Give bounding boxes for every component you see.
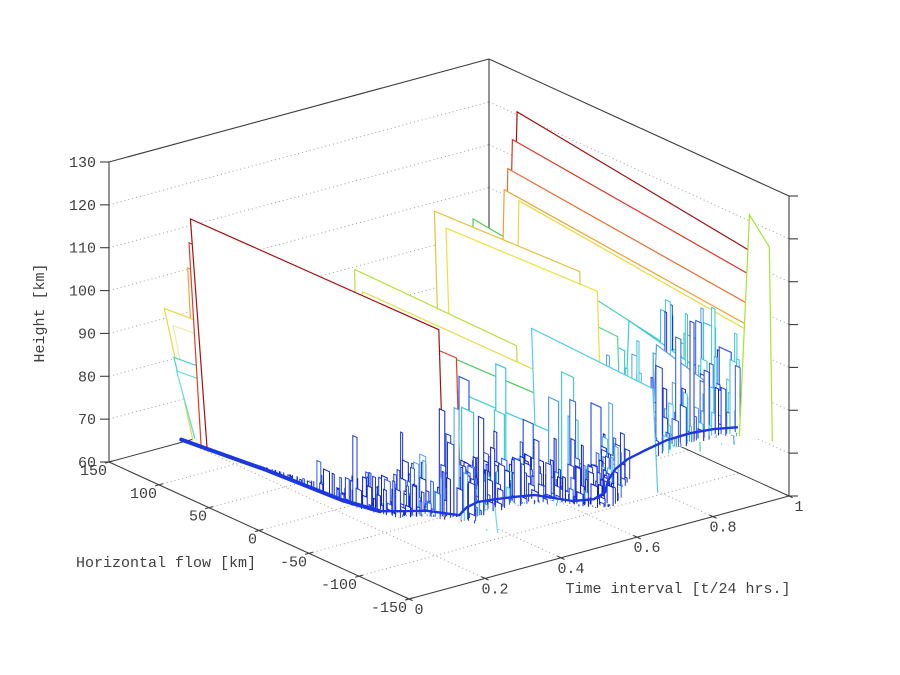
time-axis-line [408, 495, 790, 600]
flow-tick [254, 528, 264, 533]
noise-spike [545, 461, 552, 501]
time-tick [709, 514, 717, 519]
z-tick-label: 130 [69, 155, 96, 172]
time-tick-label: 0 [414, 602, 423, 619]
z-gridline-leftwall [108, 144, 490, 249]
noise-spike [655, 364, 663, 454]
noise-spike [446, 476, 451, 518]
series-spike-R6 [738, 212, 773, 442]
noise-spike [674, 437, 677, 448]
z-tick-label: 120 [69, 198, 96, 215]
noise-spike [675, 336, 682, 446]
noise-spike [383, 488, 387, 516]
flow-tick [104, 460, 114, 464]
z-tick-label: 100 [69, 284, 96, 301]
noise-spike [720, 386, 727, 436]
noise-spike [590, 483, 598, 508]
noise-spike [373, 497, 376, 509]
noise-spike [542, 497, 548, 504]
flow-tick-label: 50 [189, 509, 207, 526]
noise-spike [302, 477, 305, 484]
flow-tick-label: 100 [130, 486, 157, 503]
noise-spike [468, 512, 477, 521]
baseline-ridge-bold [179, 437, 382, 514]
noise-spike [679, 404, 687, 446]
flow-tick [304, 551, 314, 555]
noise-spike [606, 484, 614, 506]
time-tick [633, 535, 641, 540]
noise-spike [485, 469, 488, 509]
time-tick-label: 0.4 [557, 561, 584, 578]
flow-axis-label: Horizontal flow [km] [76, 555, 256, 572]
z-axis-label: Height [km] [32, 263, 49, 362]
time-tick [557, 555, 565, 560]
noise-spike [391, 511, 396, 518]
flow-tick [204, 506, 214, 510]
noise-spike [323, 468, 330, 495]
time-tick-label: 0.8 [709, 520, 736, 537]
noise-spike [513, 457, 521, 506]
time-tick-label: 0.2 [481, 581, 508, 598]
time-tick [481, 576, 489, 581]
z-tick-label: 90 [78, 326, 96, 343]
noise-spike [562, 475, 566, 503]
noise-spike [734, 364, 741, 435]
flow-tick-label: 150 [80, 463, 107, 480]
time-gridline [184, 440, 486, 579]
chart-data-layer [163, 110, 773, 533]
top-right-edge [488, 58, 790, 197]
noise-spike [392, 480, 396, 513]
z-tick-label: 80 [78, 369, 96, 386]
flow-tick-label: -150 [371, 600, 407, 617]
noise-spike [689, 320, 695, 442]
top-left-edge [108, 58, 490, 163]
noise-spike [520, 462, 525, 504]
time-tick-label: 1 [794, 499, 803, 516]
noise-spike [366, 484, 373, 510]
flow-tick [154, 483, 164, 487]
z-gridline-rightwall [488, 101, 790, 240]
noise-spike [568, 487, 574, 503]
noise-spike [441, 470, 445, 517]
noise-spike [624, 448, 631, 480]
noise-spike [477, 415, 485, 516]
noise-spike [344, 476, 350, 502]
flow-tick-label: -50 [280, 554, 307, 571]
flow-tick-label: -100 [321, 577, 357, 594]
time-tick [405, 596, 413, 602]
noise-spike [693, 415, 697, 441]
noise-spike [319, 482, 324, 491]
noise-spike [411, 484, 417, 517]
noise-spike [331, 472, 335, 498]
flow-tick [354, 574, 364, 578]
noise-spike [494, 500, 503, 511]
z-gridline-leftwall [108, 101, 490, 206]
noise-spike [599, 501, 605, 508]
baseline-ridge [378, 426, 739, 517]
noise-spike [434, 491, 441, 519]
noise-spike [395, 488, 401, 518]
noise-spike [703, 369, 710, 440]
time-tick [785, 493, 793, 499]
z-tick-label: 60 [78, 455, 96, 472]
time-tick-label: 0.6 [633, 540, 660, 557]
noise-spike [662, 434, 670, 454]
noise-spike [714, 386, 719, 436]
time-axis-label: Time interval [t/24 hrs.] [565, 581, 790, 598]
z-tick-label: 110 [69, 241, 96, 258]
noise-spike [533, 438, 540, 503]
flow-gridline [358, 472, 740, 577]
z-tick-label: 70 [78, 412, 96, 429]
flow-tick-label: 0 [248, 532, 257, 549]
noise-spike [376, 493, 381, 509]
z-gridline-leftwall [108, 187, 490, 292]
